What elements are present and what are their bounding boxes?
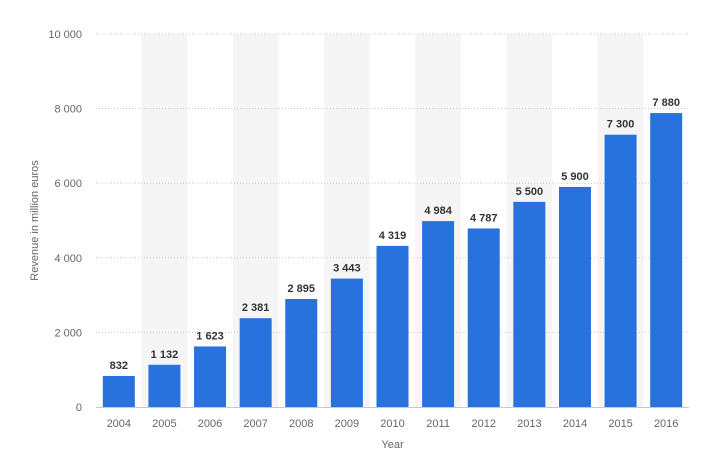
y-tick-label: 10 000: [48, 29, 82, 41]
data-label-2010: 4 319: [379, 230, 407, 242]
bars: [102, 113, 683, 408]
x-tick-label-2010: 2010: [380, 418, 404, 430]
data-label-2009: 3 443: [333, 263, 361, 275]
bar-2012[interactable]: [467, 228, 500, 407]
x-tick-label-2014: 2014: [563, 418, 587, 430]
bar-2007[interactable]: [239, 318, 272, 407]
data-label-2008: 2 895: [288, 283, 316, 295]
y-axis-title: Revenue in million euros: [29, 160, 41, 281]
band-2005: [141, 34, 188, 407]
y-tick-label: 8 000: [54, 104, 82, 116]
bar-2004[interactable]: [102, 375, 135, 407]
x-tick-label-2008: 2008: [289, 418, 313, 430]
x-tick-label-2011: 2011: [426, 418, 450, 430]
x-tick-label-2016: 2016: [654, 418, 678, 430]
x-tick-label-2015: 2015: [608, 418, 632, 430]
bar-2008[interactable]: [285, 299, 318, 407]
bar-2010[interactable]: [376, 245, 409, 407]
bar-2006[interactable]: [194, 346, 227, 407]
data-labels: 832 1 132 1 623 2 381 2 895 3 443 4 319 4 984 4 …: [110, 97, 680, 372]
x-tick-label-2012: 2012: [471, 418, 495, 430]
bar-2005[interactable]: [148, 364, 181, 407]
bar-2013[interactable]: [513, 201, 546, 407]
data-label-2011: 4 984: [424, 205, 452, 217]
y-tick-label: 0: [76, 402, 82, 414]
data-label-2007: 2 381: [242, 302, 270, 314]
data-label-2006: 1 623: [196, 330, 224, 342]
data-label-2005: 1 132: [151, 349, 179, 361]
x-tick-label-2006: 2006: [198, 418, 222, 430]
x-axis-title: Year: [381, 439, 404, 451]
x-tick-label-2005: 2005: [152, 418, 176, 430]
bar-2015[interactable]: [604, 134, 637, 407]
bar-2016[interactable]: [650, 113, 683, 408]
y-tick-label: 4 000: [54, 253, 82, 265]
bar-2009[interactable]: [330, 278, 363, 407]
data-label-2014: 5 900: [561, 171, 589, 183]
gridlines: [96, 33, 689, 408]
bar-2014[interactable]: [558, 186, 591, 407]
bar-2011[interactable]: [422, 221, 455, 407]
x-tick-label-2007: 2007: [243, 418, 267, 430]
data-label-2013: 5 500: [516, 186, 544, 198]
x-axis-ticks: 2004 2005 2006 2007 2008 2009 2010 2011 2012 2013…: [107, 418, 679, 430]
y-tick-label: 6 000: [54, 178, 82, 190]
x-tick-label-2013: 2013: [517, 418, 541, 430]
data-label-2016: 7 880: [652, 97, 680, 109]
x-tick-label-2009: 2009: [335, 418, 359, 430]
data-label-2004: 832: [110, 360, 128, 372]
y-axis-ticks: 0 2 000 4 000 6 000 8 000 10 000: [48, 29, 82, 414]
y-tick-label: 2 000: [54, 327, 82, 339]
data-label-2015: 7 300: [607, 119, 635, 131]
x-tick-label-2004: 2004: [107, 418, 131, 430]
data-label-2012: 4 787: [470, 212, 498, 224]
